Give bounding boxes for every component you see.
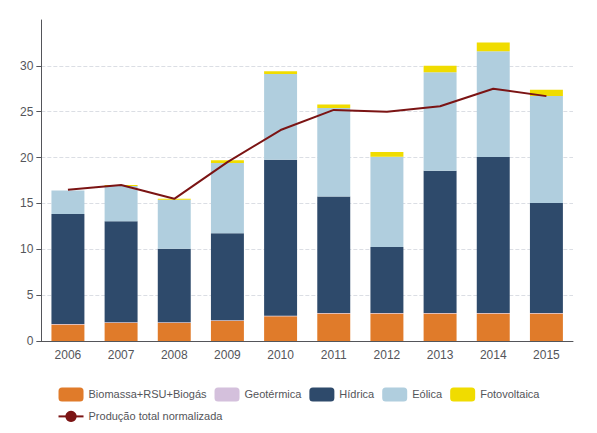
svg-text:2015: 2015 — [533, 348, 560, 362]
svg-text:25: 25 — [20, 105, 34, 119]
svg-text:Produção total normalizada: Produção total normalizada — [89, 410, 224, 422]
svg-text:2012: 2012 — [374, 348, 401, 362]
svg-text:Fotovoltaica: Fotovoltaica — [480, 388, 540, 400]
svg-text:Hídrica: Hídrica — [339, 388, 375, 400]
svg-text:2008: 2008 — [161, 348, 188, 362]
svg-text:2013: 2013 — [427, 348, 454, 362]
svg-text:0: 0 — [27, 334, 34, 348]
svg-text:2007: 2007 — [108, 348, 135, 362]
svg-text:2006: 2006 — [55, 348, 82, 362]
svg-text:10: 10 — [20, 242, 34, 256]
svg-text:15: 15 — [20, 196, 34, 210]
svg-text:30: 30 — [20, 59, 34, 73]
svg-text:2011: 2011 — [321, 348, 347, 362]
svg-text:5: 5 — [27, 288, 34, 302]
svg-text:20: 20 — [20, 151, 34, 165]
svg-text:Eólica: Eólica — [412, 388, 443, 400]
svg-text:2010: 2010 — [267, 348, 294, 362]
svg-text:Biomassa+RSU+Biogás: Biomassa+RSU+Biogás — [89, 388, 208, 400]
svg-text:Geotérmica: Geotérmica — [245, 388, 303, 400]
svg-text:2014: 2014 — [480, 348, 507, 362]
svg-text:2009: 2009 — [214, 348, 241, 362]
